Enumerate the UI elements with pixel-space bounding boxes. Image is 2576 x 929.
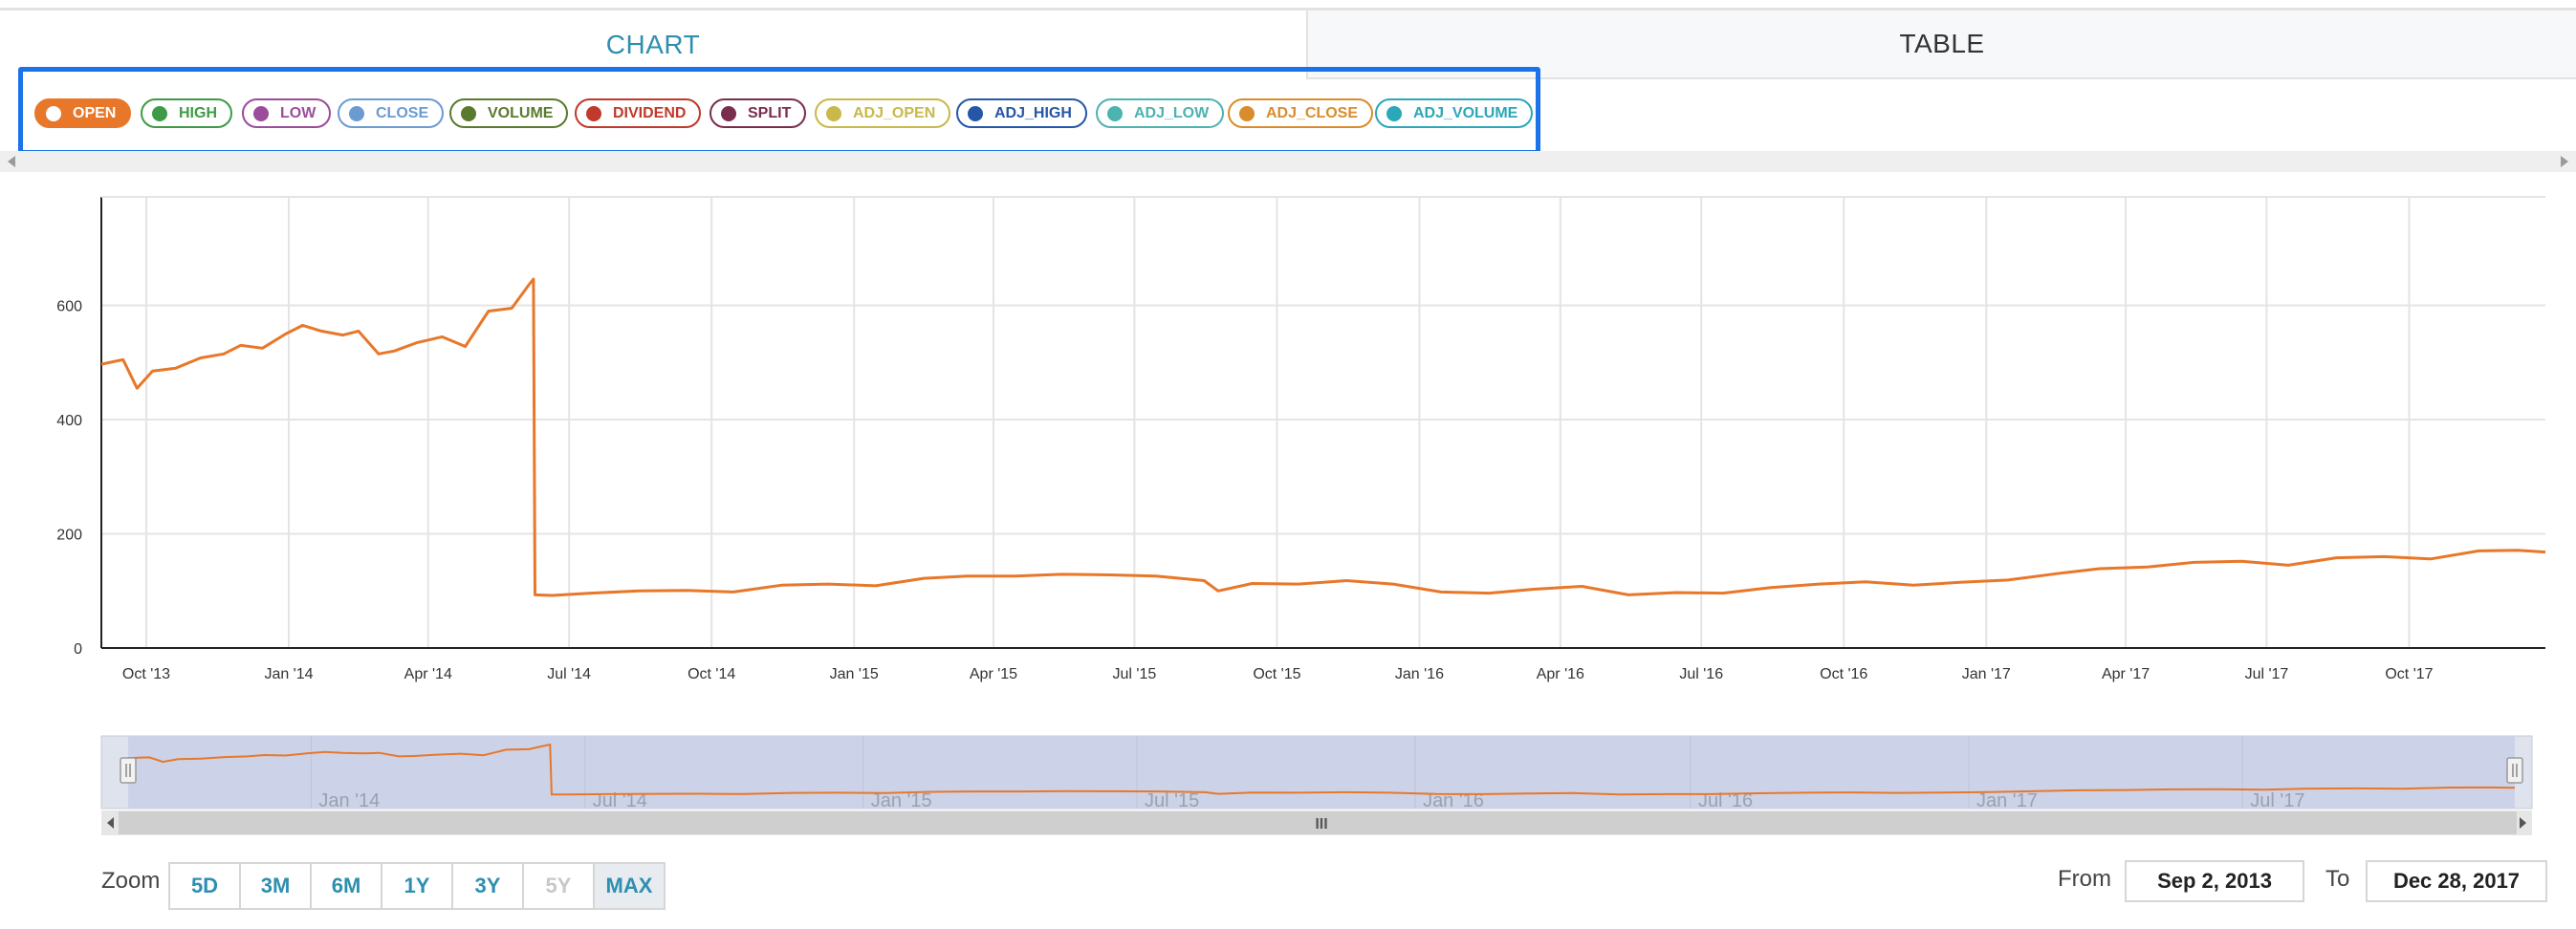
zoom-button-5d[interactable]: 5D (168, 862, 241, 910)
zoom-button-3y[interactable]: 3Y (451, 862, 524, 910)
navigator-tick-label: Jul '15 (1145, 790, 1199, 811)
legend-chip-label: ADJ_VOLUME (1413, 104, 1518, 121)
legend-chip-label: DIVIDEND (613, 104, 687, 121)
legend-chip-label: ADJ_OPEN (853, 104, 936, 121)
zoom-button-1y[interactable]: 1Y (381, 862, 453, 910)
x-tick-label: Jul '16 (1679, 666, 1723, 682)
navigator-tick-label: Jul '17 (2250, 790, 2304, 811)
legend-dot-icon (968, 105, 983, 121)
handle-body (2506, 757, 2523, 784)
x-tick-label: Apr '17 (2102, 666, 2150, 682)
scroll-right-icon[interactable] (2561, 156, 2568, 167)
legend-chip-adj-open[interactable]: ADJ_OPEN (815, 98, 951, 128)
legend-chip-label: ADJ_HIGH (994, 104, 1072, 121)
zoom-buttons: 5D 3M 6M 1Y 3Y 5Y MAX (168, 862, 666, 910)
legend-chip-label: ADJ_CLOSE (1266, 104, 1359, 121)
y-tick-label: 0 (74, 641, 82, 658)
zoom-button-max[interactable]: MAX (593, 862, 666, 910)
x-tick-label: Jul '15 (1113, 666, 1157, 682)
navigator-scrollbar-thumb[interactable] (119, 811, 2517, 834)
legend-chip-adj-low[interactable]: ADJ_LOW (1096, 98, 1225, 128)
legend-chip-label: OPEN (73, 104, 117, 121)
from-label: From (2058, 866, 2111, 892)
scroll-left-icon[interactable] (8, 156, 15, 167)
x-tick-label: Oct '15 (1253, 666, 1300, 682)
navigator-tick-label: Jan '14 (318, 790, 380, 811)
zoom-button-3m[interactable]: 3M (239, 862, 312, 910)
legend-chip-low[interactable]: LOW (242, 98, 332, 128)
legend-chip-adj-high[interactable]: ADJ_HIGH (956, 98, 1087, 128)
legend-dot-icon (1239, 105, 1255, 121)
navigator-tick-label: Jan '16 (1423, 790, 1484, 811)
navigator-right-handle[interactable] (2506, 757, 2523, 784)
legend-dot-icon (586, 105, 601, 121)
navigator-tick-label: Jul '16 (1698, 790, 1753, 811)
x-tick-label: Jan '15 (830, 666, 879, 682)
navigator-selected-range (128, 736, 2515, 809)
scrollbar-right-arrow-icon[interactable] (2520, 817, 2526, 829)
legend-chip-split[interactable]: SPLIT (709, 98, 807, 128)
legend-chip-label: CLOSE (376, 104, 429, 121)
legend-chip-adj-close[interactable]: ADJ_CLOSE (1228, 98, 1374, 128)
from-date-input[interactable]: Sep 2, 2013 (2125, 860, 2304, 902)
x-tick-label: Apr '14 (404, 666, 452, 682)
legend-chip-volume[interactable]: VOLUME (449, 98, 569, 128)
zoom-button-6m[interactable]: 6M (310, 862, 382, 910)
legend-chip-label: ADJ_LOW (1134, 104, 1210, 121)
legend-highlight-box (18, 67, 1540, 155)
legend-chip-label: LOW (280, 104, 317, 121)
series-line-open (100, 277, 2546, 597)
zoom-label: Zoom (101, 868, 161, 894)
legend-chip-label: VOLUME (488, 104, 554, 121)
x-tick-label: Apr '15 (970, 666, 1017, 682)
legend-chip-high[interactable]: HIGH (141, 98, 232, 128)
scrollbar-grip-label: III (1315, 816, 1327, 832)
legend-dot-icon (46, 105, 61, 121)
legend-chip-close[interactable]: CLOSE (338, 98, 445, 128)
legend-dot-icon (1386, 105, 1402, 121)
x-tick-label: Oct '16 (1820, 666, 1867, 682)
to-label: To (2325, 866, 2350, 892)
x-tick-label: Oct '17 (2385, 666, 2433, 682)
x-tick-label: Jul '14 (547, 666, 591, 682)
legend-dot-icon (1107, 105, 1123, 121)
x-tick-label: Jan '14 (264, 666, 313, 682)
navigator-tick-label: Jan '17 (1976, 790, 2038, 811)
navigator-series-line (127, 743, 2516, 796)
legend-dot-icon (721, 105, 736, 121)
tab-table[interactable]: TABLE (1306, 11, 2576, 79)
y-tick-label: 200 (56, 528, 82, 544)
x-tick-label: Oct '14 (688, 666, 735, 682)
navigator-tick-label: Jan '15 (871, 790, 932, 811)
legend-chip-dividend[interactable]: DIVIDEND (575, 98, 702, 128)
x-tick-label: Jan '17 (1962, 666, 2011, 682)
legend-dot-icon (349, 105, 364, 121)
legend-chip-label: HIGH (179, 104, 217, 121)
legend-dot-icon (152, 105, 167, 121)
legend-chip-label: SPLIT (748, 104, 792, 121)
x-tick-label: Apr '16 (1537, 666, 1584, 682)
legend-dot-icon (461, 105, 476, 121)
zoom-button-5y: 5Y (522, 862, 595, 910)
x-tick-label: Jul '17 (2245, 666, 2289, 682)
handle-body (120, 757, 137, 784)
legend-scrollbar[interactable] (0, 151, 2576, 172)
legend-dot-icon (253, 105, 269, 121)
y-tick-label: 600 (56, 299, 82, 315)
to-date-input[interactable]: Dec 28, 2017 (2366, 860, 2547, 902)
scrollbar-left-arrow-icon[interactable] (107, 817, 114, 829)
y-tick-label: 400 (56, 413, 82, 429)
legend-chip-open[interactable]: OPEN (34, 98, 132, 128)
navigator-tick-label: Jul '14 (593, 790, 647, 811)
x-tick-label: Oct '13 (122, 666, 170, 682)
navigator-left-handle[interactable] (120, 757, 137, 784)
x-tick-label: Jan '16 (1395, 666, 1444, 682)
legend-dot-icon (826, 105, 841, 121)
price-chart[interactable]: 0 200 400 600 Oct '13 Jan '14 Apr '14 Jul '14 Oc… (0, 182, 2576, 841)
legend-chip-adj-volume[interactable]: ADJ_VOLUME (1375, 98, 1534, 128)
